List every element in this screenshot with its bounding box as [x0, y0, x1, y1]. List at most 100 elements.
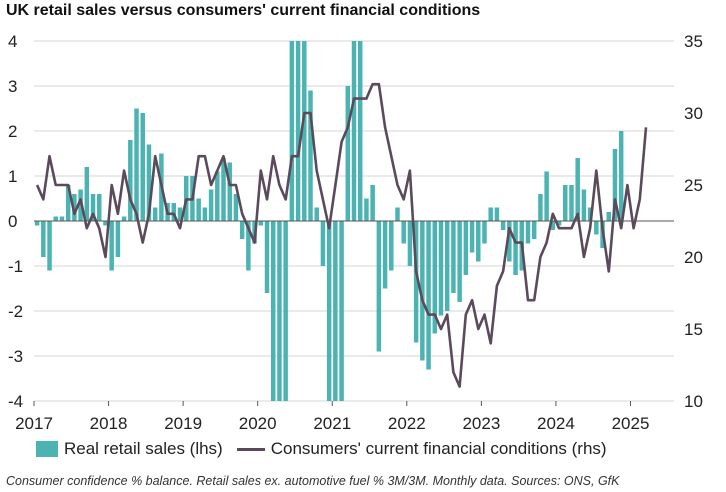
- bar-retail-sales: [59, 216, 65, 221]
- bar-retail-sales: [320, 221, 326, 266]
- bar-retail-sales: [97, 194, 102, 221]
- bar-retail-sales: [140, 113, 145, 221]
- y-left-tick-label: 4: [8, 32, 17, 51]
- bar-retail-sales: [128, 140, 133, 221]
- bar-retail-sales: [103, 221, 108, 226]
- bar-retail-sales: [395, 207, 400, 221]
- bar-retail-sales: [258, 221, 264, 226]
- bar-retail-sales: [513, 221, 518, 275]
- bar-retail-sales: [389, 221, 394, 271]
- bar-retail-sales: [488, 207, 493, 221]
- bar-retail-sales: [196, 198, 201, 221]
- legend-item-bars: Real retail sales (lhs): [36, 439, 223, 459]
- bar-retail-sales: [494, 207, 500, 221]
- bar-retail-sales: [177, 207, 183, 221]
- legend-label-bars: Real retail sales (lhs): [64, 439, 223, 458]
- bar-retail-sales: [41, 221, 46, 257]
- bar-retail-sales: [457, 221, 462, 302]
- bar-retail-sales: [420, 221, 425, 361]
- bar-retail-sales: [134, 108, 139, 221]
- bar-retail-sales: [109, 221, 114, 271]
- bar-retail-sales: [34, 221, 40, 226]
- bar-retail-sales: [581, 189, 587, 221]
- y-left-tick-label: 3: [8, 77, 17, 96]
- bar-retail-sales: [171, 203, 177, 221]
- bar-retail-sales: [47, 221, 52, 271]
- source-note: Consumer confidence % balance. Retail sa…: [6, 474, 620, 488]
- bar-retail-sales: [569, 185, 574, 221]
- bar-retail-sales: [84, 167, 90, 221]
- y-right-tick-label: 30: [684, 104, 703, 123]
- chart-title: UK retail sales versus consumers' curren…: [6, 2, 481, 19]
- bar-retail-sales: [550, 221, 556, 230]
- bar-retail-sales: [612, 149, 618, 221]
- bar-retail-sales: [333, 221, 338, 401]
- bar-retail-sales: [208, 189, 214, 221]
- bar-retail-sales: [438, 221, 444, 316]
- y-left-tick-label: -1: [8, 257, 23, 276]
- bar-retail-sales: [53, 216, 58, 221]
- bar-retail-sales: [277, 221, 282, 401]
- bar-retail-sales: [308, 90, 313, 221]
- x-tick-label: 2025: [612, 414, 650, 433]
- bar-retail-sales: [413, 221, 419, 343]
- bar-retail-sales: [426, 221, 431, 370]
- bar-retail-sales: [451, 221, 456, 293]
- bar-retail-sales: [476, 221, 481, 262]
- y-left-tick-label: 0: [8, 212, 17, 231]
- bar-retail-sales: [90, 194, 96, 221]
- y-left-tick-label: -4: [8, 392, 23, 411]
- bar-retail-sales: [469, 221, 475, 253]
- bar-retail-sales: [270, 221, 276, 401]
- x-tick-label: 2024: [537, 414, 575, 433]
- x-tick-label: 2018: [90, 414, 128, 433]
- bar-retail-sales: [463, 221, 469, 275]
- x-tick-label: 2022: [388, 414, 426, 433]
- x-tick-label: 2020: [239, 414, 277, 433]
- bar-retail-sales: [544, 171, 549, 221]
- bar-retail-sales: [357, 41, 363, 221]
- bar-retail-sales: [370, 185, 375, 221]
- line-financial-conditions: [35, 82, 648, 388]
- bar-retail-sales: [283, 221, 288, 401]
- bar-retail-sales: [215, 171, 220, 221]
- bar-retail-sales: [594, 221, 599, 235]
- bar-retail-sales: [115, 221, 121, 257]
- bar-retail-sales: [606, 212, 611, 221]
- y-left-tick-label: 2: [8, 122, 17, 141]
- bar-retail-sales: [618, 131, 624, 221]
- bar-retail-sales: [507, 221, 512, 262]
- legend-label-line: Consumers' current financial conditions …: [270, 439, 607, 458]
- y-left-tick-label: -3: [8, 347, 23, 366]
- bar-retail-sales: [401, 221, 406, 244]
- bar-retail-sales: [556, 221, 562, 226]
- legend-swatch-bars: [36, 441, 58, 457]
- bar-retail-sales: [538, 194, 543, 221]
- bar-retail-sales: [351, 41, 357, 221]
- bar-retail-sales: [221, 158, 226, 221]
- bar-retail-sales: [531, 221, 537, 239]
- x-tick-label: 2017: [15, 414, 53, 433]
- bar-retail-sales: [233, 194, 239, 221]
- bar-retail-sales: [295, 41, 301, 221]
- x-tick-label: 2021: [313, 414, 351, 433]
- bar-retail-sales: [407, 221, 413, 266]
- legend: Real retail sales (lhs) Consumers' curre…: [36, 436, 621, 462]
- bar-retail-sales: [264, 221, 270, 293]
- bar-retail-sales: [364, 198, 369, 221]
- bar-retail-sales: [65, 185, 71, 221]
- legend-swatch-line: [236, 447, 265, 451]
- y-right-tick-label: 35: [684, 32, 703, 51]
- y-left-tick-label: -2: [8, 302, 23, 321]
- bar-retail-sales: [382, 221, 388, 289]
- y-left-tick-label: 1: [8, 167, 17, 186]
- bar-retail-sales: [432, 221, 438, 334]
- y-right-tick-label: 10: [684, 392, 703, 411]
- x-tick-label: 2019: [164, 414, 202, 433]
- bar-retail-sales: [121, 216, 127, 221]
- bar-retail-sales: [202, 207, 208, 221]
- bar-retail-sales: [72, 194, 77, 221]
- bar-retail-sales: [575, 158, 580, 221]
- bar-retail-sales: [339, 221, 344, 401]
